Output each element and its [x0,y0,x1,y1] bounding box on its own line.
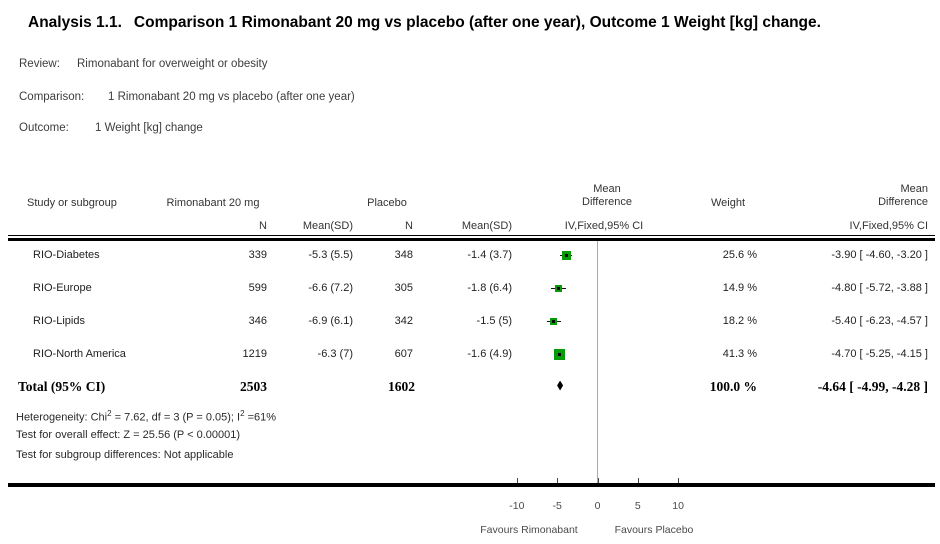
analysis-number: Analysis 1.1. [28,14,122,31]
total-md-ci: -4.64 [ -4.99, -4.28 ] [817,379,928,394]
study-name: RIO-Europe [33,282,92,294]
outcome-label: Outcome: [19,122,69,134]
n-treatment: 346 [248,315,267,327]
n-control: 342 [394,315,413,327]
weight-value: 14.9 % [722,282,757,294]
md-ci-value: -4.70 [ -5.25, -4.15 ] [831,348,928,360]
col-header-study: Study or subgroup [27,197,117,209]
col-header-weight: Weight [710,197,746,209]
review-value: Rimonabant for overweight or obesity [77,58,268,70]
outcome-value: 1 Weight [kg] change [95,122,203,134]
comparison-label: Comparison: [19,91,85,103]
weight-value: 41.3 % [722,348,757,360]
meansd-treatment: -5.3 (5.5) [308,249,353,261]
md-ci-value: -5.40 [ -6.23, -4.57 ] [831,315,928,327]
n-treatment: 1219 [242,348,267,360]
axis-tick-label: 5 [634,500,641,512]
axis-tick-label: -5 [552,500,562,512]
study-name: RIO-Diabetes [33,249,100,261]
review-label: Review: [19,58,60,70]
heterogeneity-note: Heterogeneity: Chi2 = 7.62, df = 3 (P = … [16,409,277,424]
n-treatment: 599 [248,282,267,294]
study-point-center [558,352,562,356]
meansd-control: -1.6 (4.9) [467,348,512,360]
meansd-treatment: -6.3 (7) [317,348,353,360]
header-rule-thick [8,238,935,241]
study-name: RIO-North America [33,348,126,360]
meansd-treatment: -6.9 (6.1) [308,315,353,327]
favours-left-label: Favours Rimonabant [480,524,578,536]
page-title: Analysis 1.1. Comparison 1 Rimonabant 20 … [28,13,821,33]
axis-tick [597,478,599,483]
n-control: 348 [394,249,413,261]
overall-effect-note: Test for overall effect: Z = 25.56 (P < … [16,429,241,441]
axis-tick [637,478,639,483]
study-point-center [552,319,556,323]
subgroup-differences-note: Test for subgroup differences: Not appli… [16,449,234,461]
axis-tick-label: 0 [594,500,601,512]
n-control: 607 [394,348,413,360]
total-label: Total (95% CI) [18,379,106,394]
axis-tick [516,478,518,483]
md-ci-value: -3.90 [ -4.60, -3.20 ] [831,249,928,261]
col-header-meansd1: Mean(SD) [302,220,353,232]
total-n-control: 1602 [388,379,415,394]
axis-tick [557,478,559,483]
axis-tick-label: 10 [672,500,684,512]
analysis-title-text: Comparison 1 Rimonabant 20 mg vs placebo… [133,14,821,31]
col-header-n1: N [259,220,267,232]
bottom-rule [8,483,935,487]
meansd-control: -1.5 (5) [476,315,512,327]
study-point-center [557,286,561,290]
favours-right-label: Favours Placebo [614,524,694,536]
n-control: 305 [394,282,413,294]
total-weight: 100.0 % [709,379,757,394]
md-ci-value: -4.80 [ -5.72, -3.88 ] [831,282,928,294]
meansd-control: -1.4 (3.7) [467,249,512,261]
col-header-meansd2: Mean(SD) [461,220,512,232]
comparison-value: 1 Rimonabant 20 mg vs placebo (after one… [108,91,355,103]
weight-value: 25.6 % [722,249,757,261]
header-rule-thin [8,235,935,236]
col-header-md-plot: Mean Difference [582,183,632,208]
meansd-control: -1.8 (6.4) [467,282,512,294]
axis-tick-label: -10 [509,500,525,512]
meansd-treatment: -6.6 (7.2) [308,282,353,294]
col-header-md-text: Mean Difference [878,183,928,208]
zero-effect-line [597,241,598,483]
study-point-center [564,253,568,257]
n-treatment: 339 [248,249,267,261]
col-header-n2: N [405,220,413,232]
col-header-treatment-group: Rimonabant 20 mg [166,197,260,209]
axis-tick [678,478,680,483]
col-header-control-group: Placebo [367,197,407,209]
weight-value: 18.2 % [722,315,757,327]
study-name: RIO-Lipids [33,315,85,327]
total-n-treatment: 2503 [240,379,267,394]
col-header-ci-method-plot: IV,Fixed,95% CI [564,220,644,232]
total-diamond [557,380,564,391]
col-header-ci-method-text: IV,Fixed,95% CI [849,220,928,232]
